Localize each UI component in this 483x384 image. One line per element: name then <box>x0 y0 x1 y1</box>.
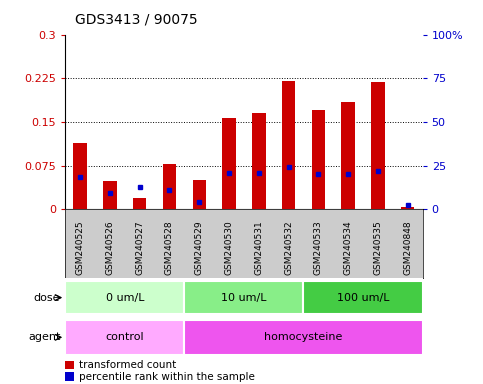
Text: GSM240528: GSM240528 <box>165 220 174 275</box>
Bar <box>163 164 176 209</box>
Text: GSM240533: GSM240533 <box>314 220 323 275</box>
Text: GSM240531: GSM240531 <box>255 220 263 275</box>
Bar <box>222 118 236 209</box>
Bar <box>312 110 325 209</box>
Text: control: control <box>105 332 144 343</box>
Text: 10 um/L: 10 um/L <box>221 293 267 303</box>
Bar <box>193 180 206 209</box>
Text: GSM240848: GSM240848 <box>403 220 412 275</box>
Bar <box>303 281 423 314</box>
Bar <box>341 101 355 209</box>
Bar <box>185 281 303 314</box>
Bar <box>401 207 414 209</box>
Text: 100 um/L: 100 um/L <box>337 293 389 303</box>
Bar <box>371 82 384 209</box>
Bar <box>103 181 116 209</box>
Text: percentile rank within the sample: percentile rank within the sample <box>79 372 255 382</box>
Text: GSM240529: GSM240529 <box>195 220 204 275</box>
Bar <box>65 320 185 354</box>
Text: agent: agent <box>28 332 60 343</box>
Text: homocysteine: homocysteine <box>264 332 342 343</box>
Bar <box>65 281 185 314</box>
Text: GSM240526: GSM240526 <box>105 220 114 275</box>
Bar <box>73 144 87 209</box>
Text: GSM240534: GSM240534 <box>344 220 353 275</box>
Text: dose: dose <box>34 293 60 303</box>
Text: GSM240525: GSM240525 <box>76 220 85 275</box>
Bar <box>252 113 266 209</box>
Bar <box>185 320 423 354</box>
Text: transformed count: transformed count <box>79 360 176 370</box>
Text: 0 um/L: 0 um/L <box>105 293 144 303</box>
Text: GSM240535: GSM240535 <box>373 220 383 275</box>
Text: GDS3413 / 90075: GDS3413 / 90075 <box>75 13 198 27</box>
Text: GSM240530: GSM240530 <box>225 220 233 275</box>
Bar <box>282 81 295 209</box>
Bar <box>133 198 146 209</box>
Text: GSM240527: GSM240527 <box>135 220 144 275</box>
Text: GSM240532: GSM240532 <box>284 220 293 275</box>
